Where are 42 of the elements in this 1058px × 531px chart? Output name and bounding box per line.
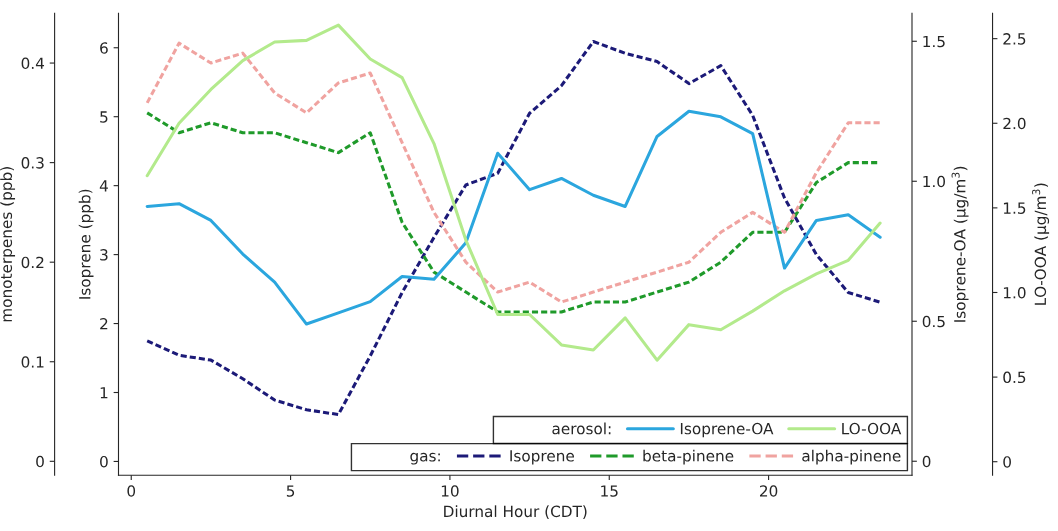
line-series	[145, 23, 882, 362]
y-tick-label: 1	[100, 387, 108, 399]
legend-label: Isoprene	[510, 450, 574, 465]
y2-tick-label: 0.1	[21, 356, 44, 368]
line-series	[145, 40, 882, 417]
x-tick-label: 5	[286, 485, 295, 497]
y2-tick-label: 2.5	[1003, 33, 1026, 45]
y-axis-title: Isoprene (ppb)	[78, 189, 94, 299]
legend-label: LO-OOA	[842, 422, 902, 435]
x-tick-label: 20	[759, 485, 778, 497]
y-tick-label: 0.5	[922, 315, 945, 328]
x-tick-label: 0	[127, 485, 136, 497]
legend-label: beta-pinene	[643, 449, 734, 465]
line-series	[145, 41, 882, 304]
y-tick-label: 6	[100, 42, 108, 54]
x-tick-label: 15	[601, 485, 618, 497]
y-tick-label: 1.5	[923, 35, 945, 48]
x-axis-title: Diurnal Hour (CDT)	[444, 505, 587, 519]
y2-tick-label: 0	[1003, 456, 1011, 468]
y2-tick-label: 0.4	[21, 57, 45, 70]
y2-tick-label: 2.0	[1003, 117, 1026, 130]
y-tick-label: 0	[922, 455, 931, 468]
y-tick-label: 4	[99, 180, 108, 192]
y2-tick-label: 1.5	[1003, 202, 1026, 214]
y-tick-label: 2	[100, 318, 108, 330]
y2-tick-label: 0.5	[1003, 371, 1026, 384]
legend-label: alpha-pinene	[802, 449, 901, 465]
y2-tick-label: 0.2	[21, 256, 44, 269]
annotation: gas:	[410, 452, 440, 465]
y-tick-label: 3	[100, 249, 108, 261]
y2-tick-label: 1.0	[1003, 286, 1026, 299]
annotation: aerosol:	[552, 422, 611, 435]
y-tick-label: 1.0	[923, 175, 945, 188]
y2-tick-label: 0.3	[21, 157, 44, 169]
y2-axis-title: LO-OOA (µg/m$^{3}$)	[1032, 183, 1050, 305]
y-tick-label: 0	[100, 455, 108, 468]
x-tick-label: 10	[441, 485, 459, 497]
legend-label: Isoprene-OA	[680, 422, 774, 438]
y2-tick-label: 0	[36, 455, 44, 468]
y-axis-title: Isoprene-OA (µg/m$^{3}$)	[951, 166, 969, 322]
y2-axis-title: monoterpenes (ppb)	[0, 167, 16, 322]
y-tick-label: 5	[100, 111, 108, 123]
